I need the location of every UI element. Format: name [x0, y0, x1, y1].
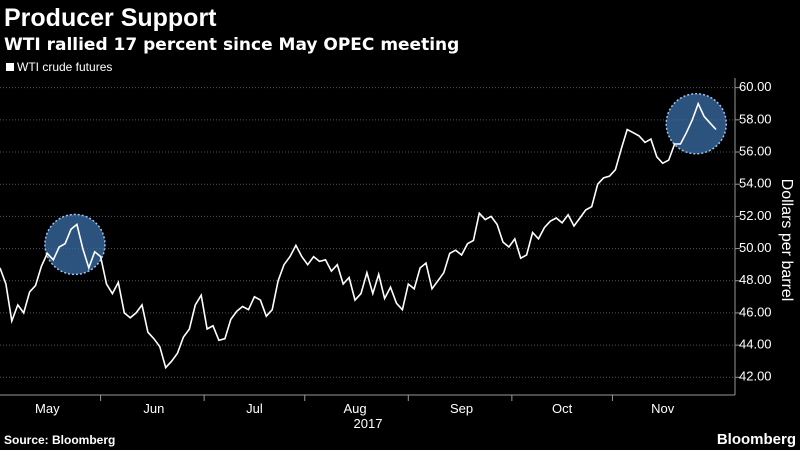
legend-swatch [6, 63, 14, 71]
y-tick-label: 56.00 [739, 143, 772, 158]
y-tick-label: 60.00 [739, 79, 772, 94]
x-tick-label: Nov [651, 401, 675, 416]
chart-title: Producer Support [4, 4, 217, 32]
x-tick-label: Aug [343, 401, 366, 416]
line [0, 101, 717, 370]
source: Source: Bloomberg [4, 433, 115, 447]
legend-label: WTI crude futures [17, 60, 112, 74]
highlight [44, 213, 106, 276]
x-tick-label: Oct [552, 401, 573, 416]
y-tick-label: 52.00 [739, 208, 772, 223]
y-tick-label: 58.00 [739, 111, 772, 126]
y-tick-label: 44.00 [739, 337, 772, 352]
highlight [665, 92, 727, 155]
y-tick-label: 54.00 [739, 176, 772, 191]
x-tick-label: Sep [450, 401, 473, 416]
x-axis-label: 2017 [354, 416, 383, 431]
x-tick-label: May [35, 401, 60, 416]
y-tick-label: 42.00 [739, 369, 772, 384]
y-tick-label: 48.00 [739, 272, 772, 287]
chart-subtitle: WTI rallied 17 percent since May OPEC me… [4, 35, 459, 55]
x-tick-label: Jul [246, 401, 263, 416]
y-tick-label: 50.00 [739, 240, 772, 255]
x-tick-label: Jun [143, 401, 164, 416]
y-axis-label: Dollars per barrel [778, 179, 795, 302]
brand: Bloomberg [717, 431, 796, 448]
y-tick-label: 46.00 [739, 304, 772, 319]
